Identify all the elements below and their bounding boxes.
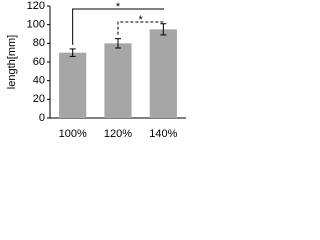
y-tick-label: 60	[33, 56, 45, 68]
y-tick-label: 120	[27, 0, 45, 12]
x-tick-label: 140%	[149, 128, 177, 140]
y-axis-label: length[mm]	[6, 35, 18, 89]
x-tick-label: 120%	[104, 128, 132, 140]
page: length[mm] 0 20 40 60 80 100 120 100% 120% 140% * *…	[5, 0, 186, 140]
significance-label: *	[139, 14, 144, 26]
x-tick-label: 100%	[59, 128, 87, 140]
y-tick-label: 0	[39, 112, 45, 124]
significance-bracket	[117, 19, 164, 35]
y-tick-label: 20	[33, 93, 45, 105]
significance-label: *	[116, 1, 121, 13]
y-tick-label: 100	[27, 19, 45, 31]
chart: length[mm] 0 20 40 60 80 100 120 100% 120% 140% * *	[6, 0, 186, 140]
y-tick-label: 40	[33, 75, 45, 87]
y-tick-label: 80	[33, 37, 45, 49]
bar	[59, 52, 87, 118]
bar	[104, 43, 132, 119]
bar	[149, 29, 177, 118]
significance-bracket	[72, 8, 164, 45]
